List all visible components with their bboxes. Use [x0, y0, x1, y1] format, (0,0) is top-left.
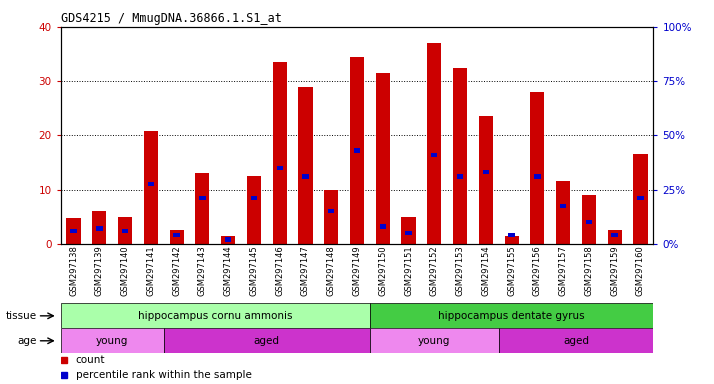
Bar: [406, 231, 412, 235]
Bar: [505, 236, 518, 244]
Bar: [169, 230, 183, 244]
Bar: [144, 131, 158, 244]
Text: GSM297149: GSM297149: [353, 245, 361, 296]
Bar: [453, 68, 467, 244]
Bar: [431, 153, 438, 157]
Text: GSM297155: GSM297155: [507, 245, 516, 296]
Bar: [164, 328, 370, 353]
Text: age: age: [17, 336, 36, 346]
Text: GSM297159: GSM297159: [610, 245, 619, 296]
Bar: [376, 73, 390, 244]
Bar: [96, 227, 103, 231]
Bar: [302, 174, 308, 179]
Text: GSM297148: GSM297148: [327, 245, 336, 296]
Bar: [92, 211, 106, 244]
Text: GSM297141: GSM297141: [146, 245, 156, 296]
Bar: [608, 230, 622, 244]
Text: GSM297145: GSM297145: [249, 245, 258, 296]
Text: GSM297143: GSM297143: [198, 245, 207, 296]
Text: aged: aged: [253, 336, 280, 346]
Bar: [225, 237, 231, 242]
Text: percentile rank within the sample: percentile rank within the sample: [76, 371, 251, 381]
Bar: [350, 57, 364, 244]
Bar: [370, 328, 498, 353]
Bar: [508, 233, 515, 237]
Text: GSM297139: GSM297139: [95, 245, 104, 296]
Bar: [380, 224, 386, 228]
Bar: [427, 43, 441, 244]
Bar: [324, 190, 338, 244]
Bar: [276, 166, 283, 170]
Bar: [498, 328, 653, 353]
Bar: [61, 303, 370, 328]
Bar: [560, 204, 566, 208]
Bar: [534, 174, 540, 179]
Text: hippocampus dentate gyrus: hippocampus dentate gyrus: [438, 311, 585, 321]
Text: GSM297146: GSM297146: [275, 245, 284, 296]
Bar: [298, 86, 313, 244]
Bar: [251, 196, 257, 200]
Bar: [556, 182, 570, 244]
Bar: [370, 303, 653, 328]
Bar: [247, 176, 261, 244]
Text: GSM297158: GSM297158: [584, 245, 593, 296]
Text: GSM297156: GSM297156: [533, 245, 542, 296]
Text: GDS4215 / MmugDNA.36866.1.S1_at: GDS4215 / MmugDNA.36866.1.S1_at: [61, 12, 281, 25]
Text: GSM297151: GSM297151: [404, 245, 413, 296]
Text: aged: aged: [563, 336, 589, 346]
Text: GSM297153: GSM297153: [456, 245, 465, 296]
Bar: [354, 148, 360, 153]
Text: GSM297142: GSM297142: [172, 245, 181, 296]
Bar: [174, 233, 180, 237]
Bar: [273, 62, 287, 244]
Text: GSM297140: GSM297140: [121, 245, 130, 296]
Bar: [118, 217, 132, 244]
Bar: [611, 233, 618, 237]
Text: GSM297154: GSM297154: [481, 245, 491, 296]
Bar: [479, 116, 493, 244]
Text: GSM297144: GSM297144: [223, 245, 233, 296]
Bar: [633, 154, 648, 244]
Bar: [61, 328, 164, 353]
Text: hippocampus cornu ammonis: hippocampus cornu ammonis: [138, 311, 293, 321]
Bar: [196, 173, 209, 244]
Text: GSM297147: GSM297147: [301, 245, 310, 296]
Text: GSM297157: GSM297157: [558, 245, 568, 296]
Bar: [122, 228, 129, 233]
Bar: [637, 196, 643, 200]
Bar: [585, 220, 592, 224]
Bar: [199, 196, 206, 200]
Bar: [401, 217, 416, 244]
Text: GSM297138: GSM297138: [69, 245, 78, 296]
Text: GSM297152: GSM297152: [430, 245, 439, 296]
Bar: [71, 228, 77, 233]
Bar: [328, 209, 334, 214]
Bar: [221, 236, 235, 244]
Text: GSM297160: GSM297160: [636, 245, 645, 296]
Bar: [148, 182, 154, 186]
Text: tissue: tissue: [5, 311, 36, 321]
Text: young: young: [418, 336, 451, 346]
Bar: [483, 170, 489, 174]
Bar: [582, 195, 596, 244]
Bar: [531, 92, 545, 244]
Text: GSM297150: GSM297150: [378, 245, 387, 296]
Text: count: count: [76, 355, 105, 365]
Bar: [457, 174, 463, 179]
Bar: [66, 218, 81, 244]
Text: young: young: [96, 336, 129, 346]
